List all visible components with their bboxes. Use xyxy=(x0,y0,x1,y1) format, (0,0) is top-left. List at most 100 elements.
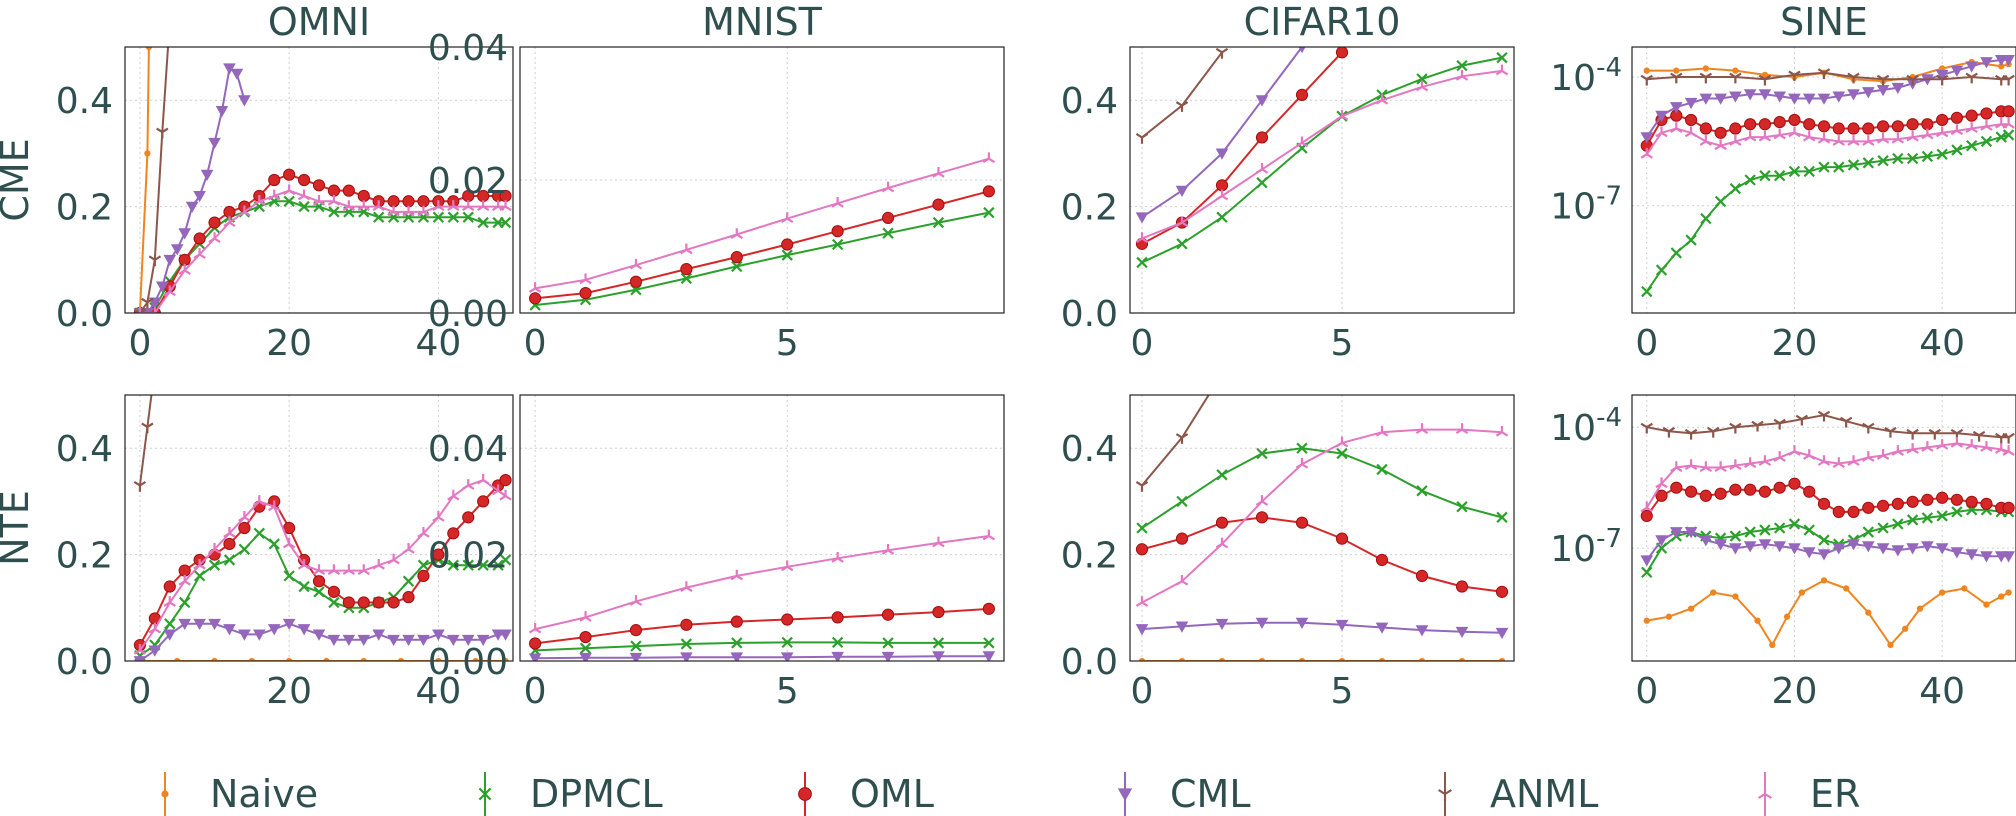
data-point-er xyxy=(1965,122,1978,133)
data-point-oml xyxy=(680,263,693,276)
data-point-er xyxy=(1891,445,1905,456)
data-point-naive xyxy=(1732,67,1739,74)
data-point-cml xyxy=(1298,47,1306,54)
series-line-anml xyxy=(1646,414,2009,439)
data-point-cml xyxy=(1965,549,1978,561)
legend-label: ER xyxy=(1810,772,1860,816)
data-point-cml xyxy=(1773,541,1786,553)
data-point-er xyxy=(1758,130,1772,142)
data-point-oml xyxy=(178,253,191,266)
data-point-er xyxy=(1906,130,1919,142)
panel-0-0: 0 20 40 0.0 0.2 0.4 OMNI CME xyxy=(0,0,514,364)
data-point-oml xyxy=(387,195,400,208)
data-point-er xyxy=(982,152,996,164)
data-point-dpmcl xyxy=(1951,144,1963,156)
data-point-er xyxy=(528,622,542,634)
data-point-oml xyxy=(1640,509,1653,523)
data-point-dpmcl xyxy=(313,586,325,598)
data-point-dpmcl xyxy=(1496,511,1508,524)
data-point-oml xyxy=(579,630,592,644)
data-point-dpmcl xyxy=(1774,522,1786,534)
data-point-er xyxy=(1415,423,1429,435)
data-point-oml xyxy=(831,225,844,238)
data-point-cml xyxy=(238,95,251,107)
data-point-cml xyxy=(1950,65,1964,77)
data-point-dpmcl xyxy=(781,249,793,261)
legend-marker-naive xyxy=(161,790,169,798)
series-line-er xyxy=(534,157,990,290)
data-point-er xyxy=(327,194,341,206)
data-point-naive xyxy=(1820,577,1828,584)
data-point-oml xyxy=(1862,501,1875,514)
data-point-er xyxy=(268,500,281,512)
data-point-cml xyxy=(1935,69,1949,82)
data-point-dpmcl xyxy=(1862,526,1874,538)
data-point-dpmcl xyxy=(781,636,793,649)
y-tick-label: 0.4 xyxy=(1061,81,1118,122)
data-point-oml xyxy=(932,198,945,211)
series-line-cml xyxy=(535,655,989,660)
data-point-dpmcl xyxy=(1729,182,1742,195)
data-point-er xyxy=(447,200,460,212)
x-tick-label: 0 xyxy=(1131,671,1154,712)
data-point-cml xyxy=(1935,543,1949,555)
data-point-anml xyxy=(1876,74,1890,86)
data-point-oml xyxy=(1950,493,1964,506)
data-point-cml xyxy=(1965,61,1978,73)
data-point-dpmcl xyxy=(882,227,894,239)
data-point-er xyxy=(387,205,400,217)
data-point-cml xyxy=(1684,527,1698,539)
data-point-cml xyxy=(1891,82,1905,95)
data-point-naive xyxy=(1939,589,1946,596)
data-point-er xyxy=(1684,459,1698,470)
data-point-cml xyxy=(1714,93,1727,105)
data-point-oml xyxy=(1773,115,1786,129)
data-point-cml xyxy=(200,169,214,181)
data-point-cml xyxy=(528,653,542,661)
axes-frame xyxy=(1129,46,1515,314)
x-tick-label: 0 xyxy=(128,671,151,712)
data-point-dpmcl xyxy=(268,538,280,550)
data-point-anml xyxy=(1817,410,1831,422)
data-point-anml xyxy=(149,365,160,375)
data-point-oml xyxy=(1415,569,1429,582)
data-point-dpmcl xyxy=(932,216,945,229)
data-point-naive xyxy=(1710,589,1717,596)
data-point-cml xyxy=(2002,551,2015,563)
y-tick-label: 0.02 xyxy=(428,161,508,202)
data-point-cml xyxy=(1906,543,1919,555)
legend-label: CML xyxy=(1170,772,1251,816)
data-point-naive xyxy=(1983,601,1990,608)
data-point-dpmcl xyxy=(1456,59,1468,72)
data-point-oml xyxy=(283,168,296,181)
y-tick-label: 0.2 xyxy=(56,536,113,577)
data-point-naive xyxy=(397,657,405,661)
data-point-oml xyxy=(529,292,542,305)
data-point-cml xyxy=(163,254,177,267)
y-tick-label: 10-4 xyxy=(1550,403,1622,449)
data-point-er xyxy=(1921,441,1934,452)
x-tick-label: 40 xyxy=(415,671,461,712)
data-point-dpmcl xyxy=(462,559,474,571)
data-point-cml xyxy=(238,629,251,641)
data-point-dpmcl xyxy=(1256,447,1268,460)
data-point-er xyxy=(1862,451,1875,462)
data-point-dpmcl xyxy=(492,559,504,571)
data-point-er xyxy=(1255,495,1269,506)
data-point-er xyxy=(327,564,341,575)
data-point-er xyxy=(148,622,162,634)
data-point-dpmcl xyxy=(1788,518,1801,530)
data-point-cml xyxy=(476,634,490,647)
axes-frame xyxy=(1631,46,2016,314)
data-point-cml xyxy=(223,624,236,636)
data-point-naive xyxy=(1732,593,1739,600)
data-point-oml xyxy=(1215,516,1229,529)
x-tick-label: 5 xyxy=(1331,671,1354,712)
data-point-dpmcl xyxy=(1803,165,1815,178)
data-point-naive xyxy=(1702,65,1709,72)
legend-marker-cml xyxy=(1117,788,1133,802)
data-point-oml xyxy=(1135,543,1149,556)
data-point-er xyxy=(312,564,326,575)
data-point-cml xyxy=(1670,102,1683,114)
data-point-oml xyxy=(1906,495,1919,508)
